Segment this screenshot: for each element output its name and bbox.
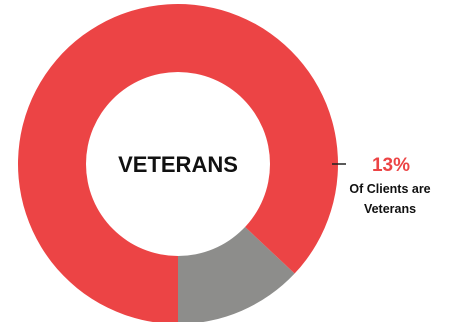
annotation-line-1: Of Clients are [349, 182, 430, 196]
center-label: VETERANS [118, 152, 238, 177]
annotation-line-2: Veterans [364, 202, 416, 216]
annotation-value: 13% [372, 155, 410, 176]
